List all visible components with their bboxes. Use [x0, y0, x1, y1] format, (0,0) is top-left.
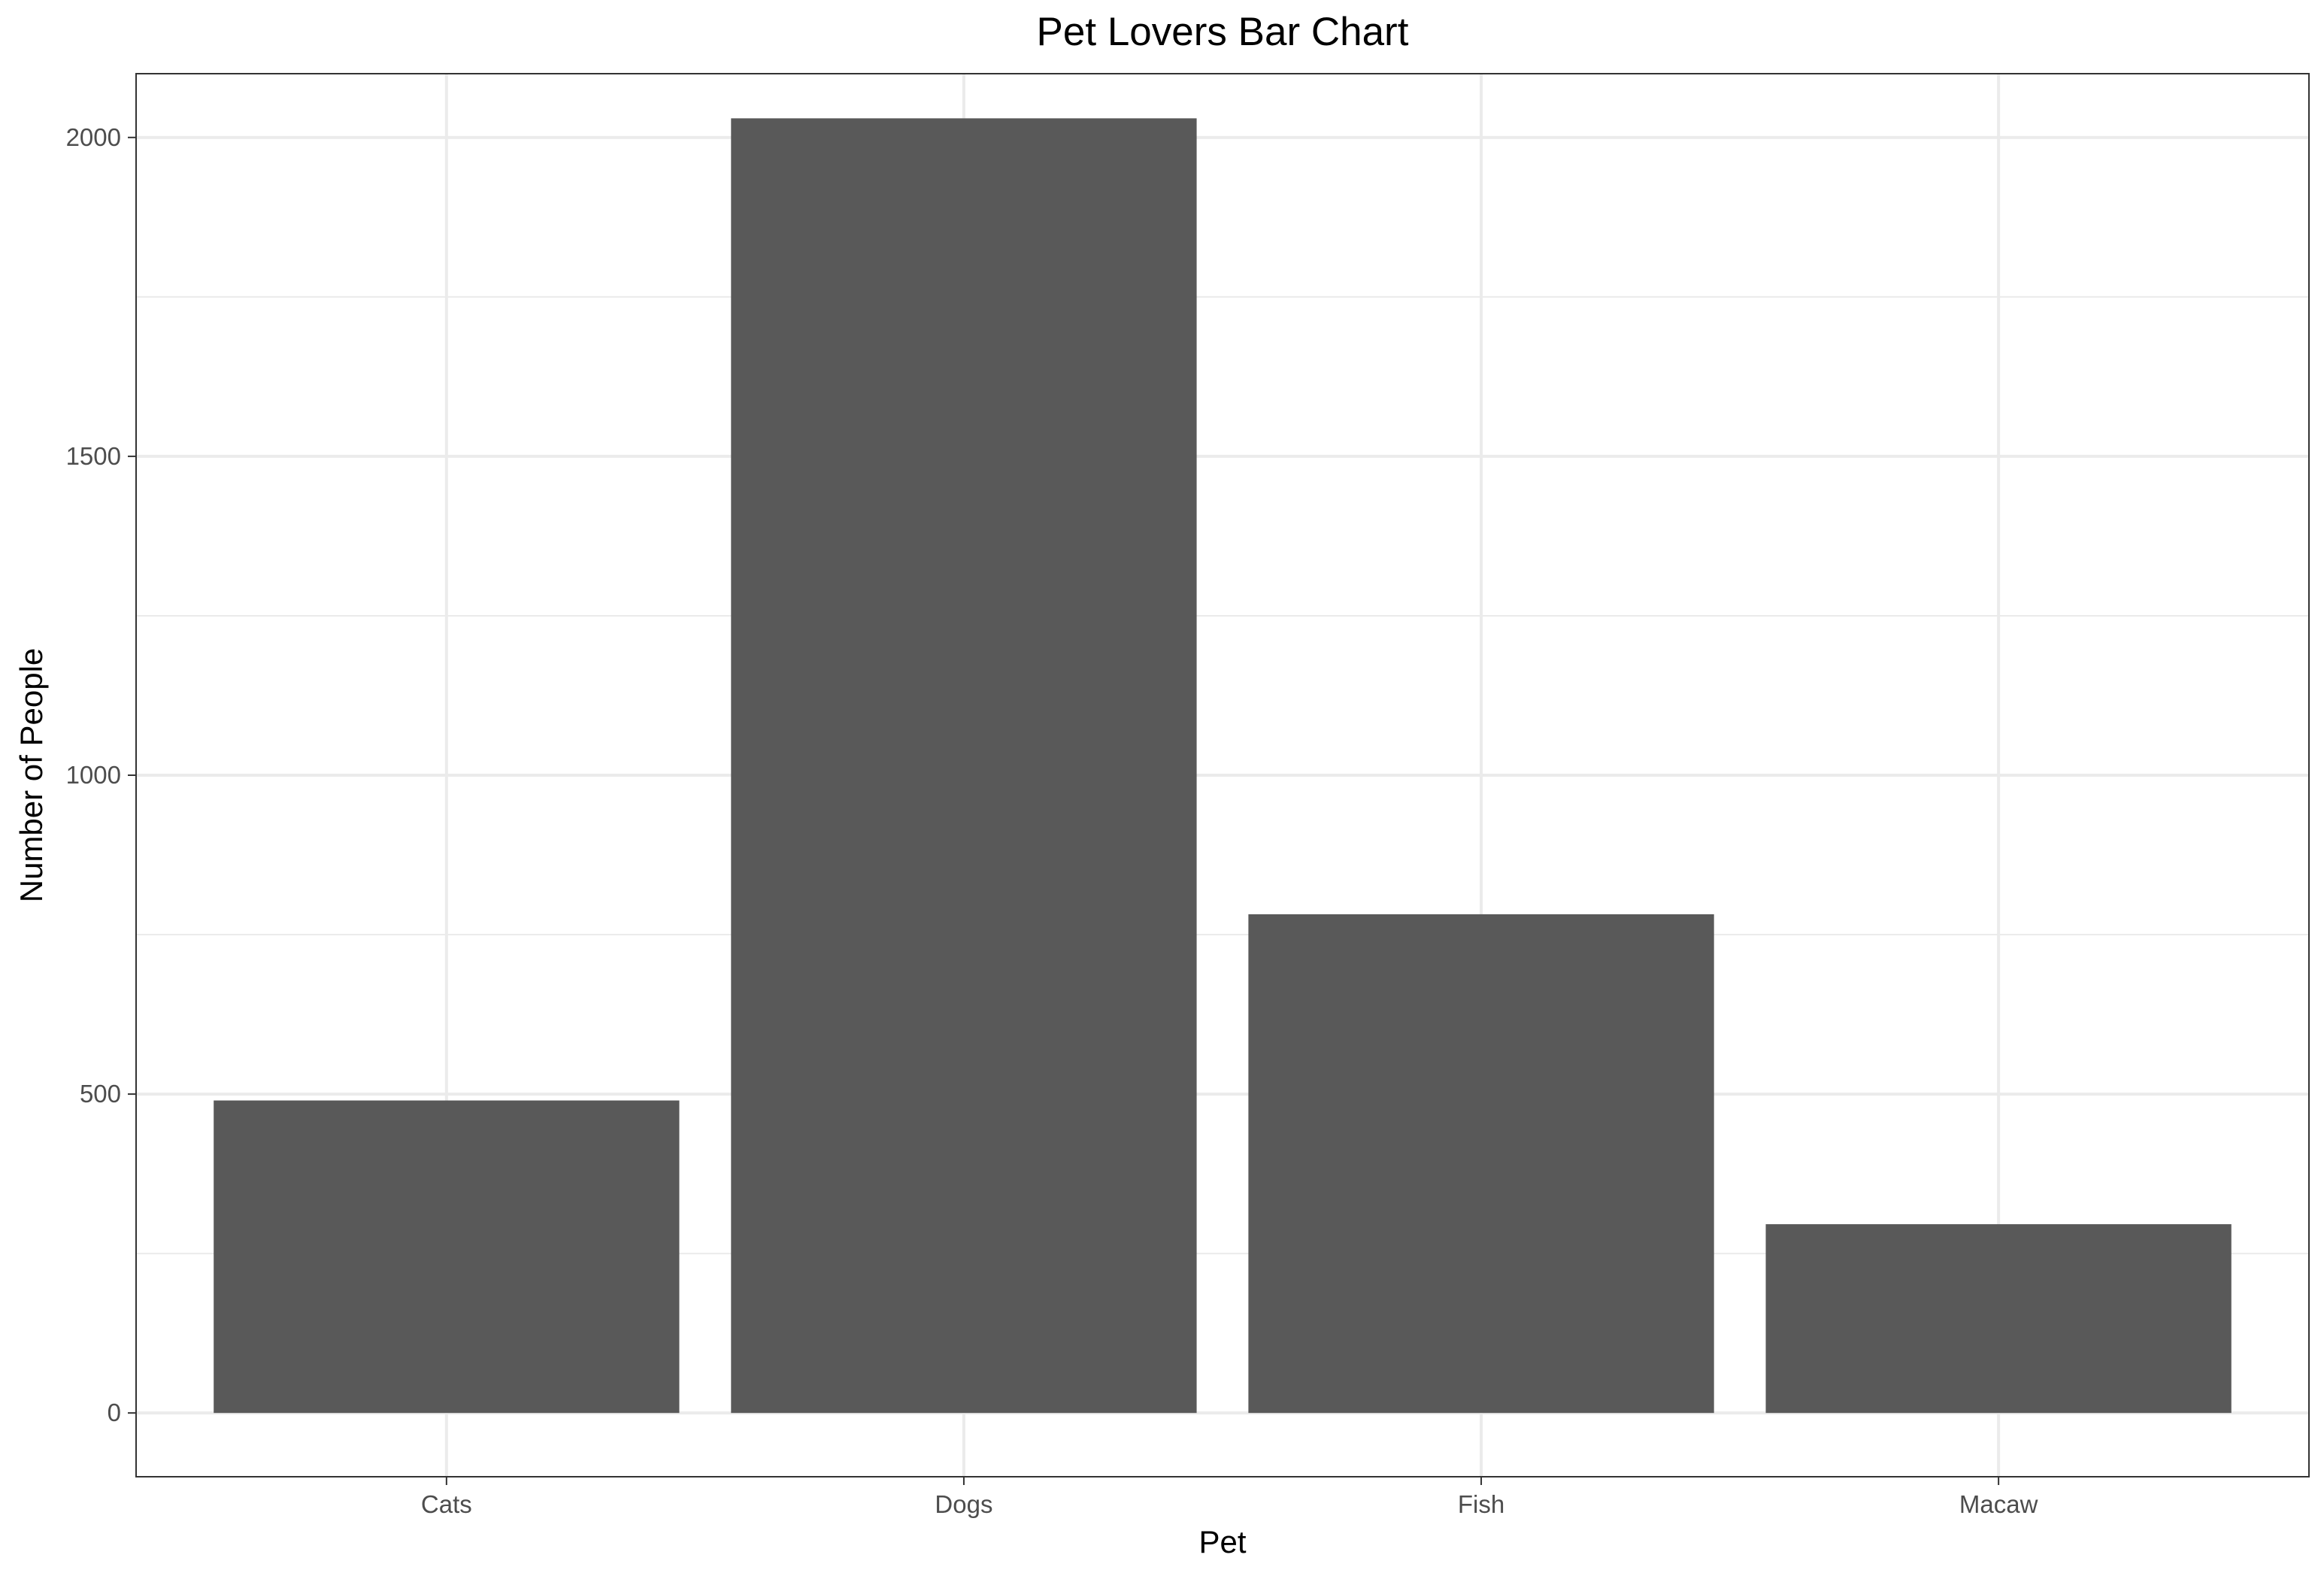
bars: [214, 118, 2232, 1414]
axis-ticks: [128, 136, 2000, 1485]
y-tick-label: 0: [108, 1399, 121, 1426]
x-tick-label-fish: Fish: [1458, 1490, 1504, 1518]
x-tick-label-macaw: Macaw: [1959, 1490, 2038, 1518]
y-tick-label: 2000: [66, 123, 121, 151]
bar-cats: [214, 1100, 680, 1414]
x-axis-title: Pet: [1198, 1524, 1246, 1559]
y-axis-title: Number of People: [14, 648, 49, 903]
y-tick-label: 1000: [66, 761, 121, 789]
bar-dogs: [731, 118, 1197, 1414]
y-tick-label: 500: [80, 1080, 121, 1108]
bar-fish: [1248, 914, 1714, 1414]
tick-labels: 0 500 1000 1500 2000 Cats Dogs Fish Macaw: [66, 123, 2038, 1518]
y-tick-label: 1500: [66, 442, 121, 470]
chart-title: Pet Lovers Bar Chart: [1037, 10, 1409, 54]
x-tick-label-dogs: Dogs: [935, 1490, 992, 1518]
x-tick-label-cats: Cats: [421, 1490, 472, 1518]
bar-macaw: [1765, 1224, 2232, 1414]
